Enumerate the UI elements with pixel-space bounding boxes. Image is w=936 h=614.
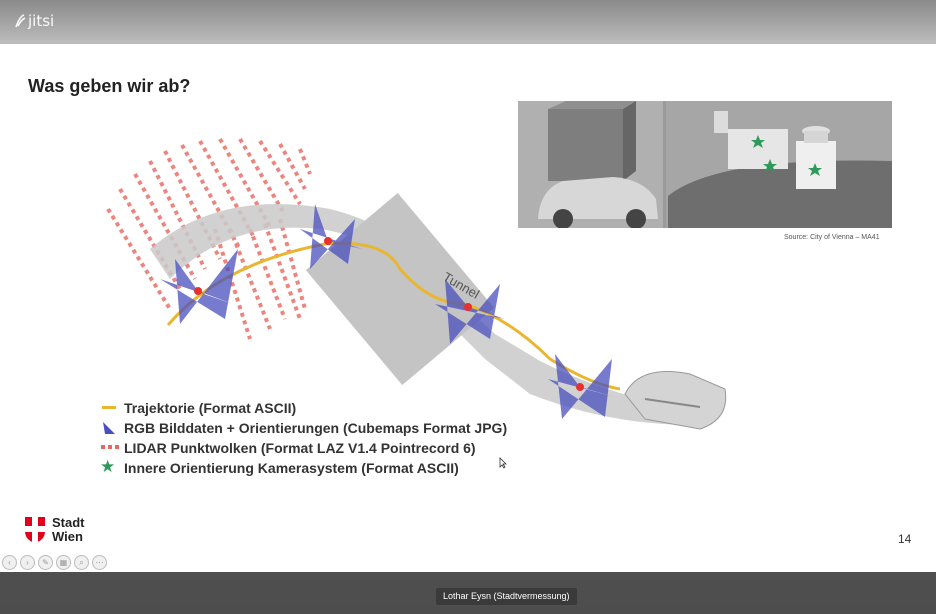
star-icon: ★ [100,457,116,476]
legend-label: RGB Bilddaten + Orientierungen (Cubemaps… [124,420,508,436]
trajectory-diagram: Tunnel [106,137,727,430]
camera-cubemaps [160,204,615,419]
photo-source: Source: City of Vienna – MA41 [784,234,880,241]
legend-label: LIDAR Punktwolken (Format LAZ V1.4 Point… [124,440,476,456]
logo-line-1: Stadt [52,515,85,530]
more-icon[interactable]: ⋯ [92,555,107,570]
legend-item-lidar: LIDAR Punktwolken (Format LAZ V1.4 Point… [100,438,507,458]
search-icon[interactable]: ⌕ [74,555,89,570]
legend-item-rgb: RGB Bilddaten + Orientierungen (Cubemaps… [100,418,507,438]
grid-icon[interactable]: ▦ [56,555,71,570]
page-number: 14 [898,532,912,546]
previous-icon[interactable]: ‹ [2,555,17,570]
tunnel-block [305,192,495,386]
slide-title: Was geben wir ab? [28,76,191,96]
legend-label: Innere Orientierung Kamerasystem (Format… [124,460,459,476]
jitsi-icon [15,14,26,28]
logo-line-2: Wien [52,529,83,544]
speaker-name: Lothar Eysn (Stadtvermessung) [436,588,577,605]
stadt-wien-logo: Stadt Wien [24,516,85,544]
legend-item-trajectory: Trajektorie (Format ASCII) [100,398,507,418]
trajectory-line [166,241,621,391]
app-name: jitsi [28,12,55,30]
presentation-slide: Was geben wir ab? [0,44,936,572]
line-icon [100,400,122,416]
vehicle [624,371,727,430]
jitsi-logo[interactable]: jitsi [14,12,54,30]
legend: Trajektorie (Format ASCII) RGB Bilddaten… [100,398,507,478]
pen-icon[interactable]: ✎ [38,555,53,570]
legend-label: Trajektorie (Format ASCII) [124,400,297,416]
shield-icon [25,517,45,543]
mouse-cursor-icon [499,457,507,469]
triangle-icon [100,420,122,436]
top-bar: jitsi [0,0,936,44]
vehicle-photo [518,101,892,228]
dots-icon [100,440,122,456]
next-icon[interactable]: › [20,555,35,570]
legend-item-interior: ★ Innere Orientierung Kamerasystem (Form… [100,457,507,478]
vehicle-photo-illustration [518,101,892,228]
trajectory-points [194,237,584,391]
lidar-points [106,137,312,340]
slide-controls: ‹ › ✎ ▦ ⌕ ⋯ [2,555,107,570]
